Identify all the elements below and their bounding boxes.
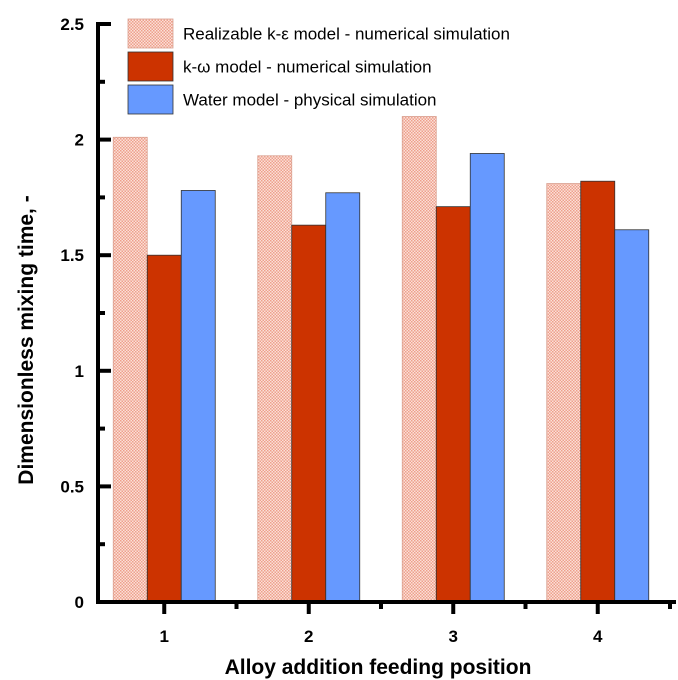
y-tick-label: 0.5 (60, 477, 84, 496)
legend-label-3: Water model - physical simulation (183, 91, 437, 110)
bar-series-3-cat-2 (325, 192, 361, 603)
bar-series-1-cat-3 (401, 116, 437, 603)
y-tick-label: 2.5 (60, 15, 84, 34)
bar-series-2-cat-4 (580, 180, 616, 603)
y-tick-label: 0 (75, 593, 84, 612)
bar-series-3-cat-3 (469, 153, 505, 603)
y-tick-label: 1.5 (60, 246, 84, 265)
legend-label-1: Realizable k-ε model - numerical simulat… (183, 25, 510, 44)
legend-swatch-3 (127, 84, 174, 115)
bar-series-2-cat-3 (435, 206, 471, 603)
bar-series-2-cat-2 (291, 224, 327, 603)
bar-series-2-cat-1 (146, 254, 182, 603)
y-axis-title: Dimensionless mixing time, - (15, 195, 38, 484)
x-axis-title: Alloy addition feeding position (225, 656, 532, 679)
bar-series-1-cat-4 (546, 183, 582, 603)
bar-series-3-cat-4 (614, 229, 650, 603)
y-tick-label: 1 (75, 362, 84, 381)
x-tick-label: 2 (304, 627, 313, 646)
legend-swatch-2 (127, 51, 174, 82)
legend-label-2: k-ω model - numerical simulation (183, 58, 432, 77)
legend: Realizable k-ε model - numerical simulat… (127, 18, 510, 115)
bar-series-1-cat-2 (257, 155, 293, 603)
bar-series-3-cat-1 (180, 190, 216, 603)
x-tick-label: 4 (593, 627, 603, 646)
bar-series-1-cat-1 (112, 136, 148, 603)
y-tick-label: 2 (75, 131, 84, 150)
x-tick-label: 3 (449, 627, 458, 646)
x-tick-label: 1 (160, 627, 169, 646)
plot-area (112, 116, 650, 603)
legend-swatch-1 (127, 18, 174, 49)
